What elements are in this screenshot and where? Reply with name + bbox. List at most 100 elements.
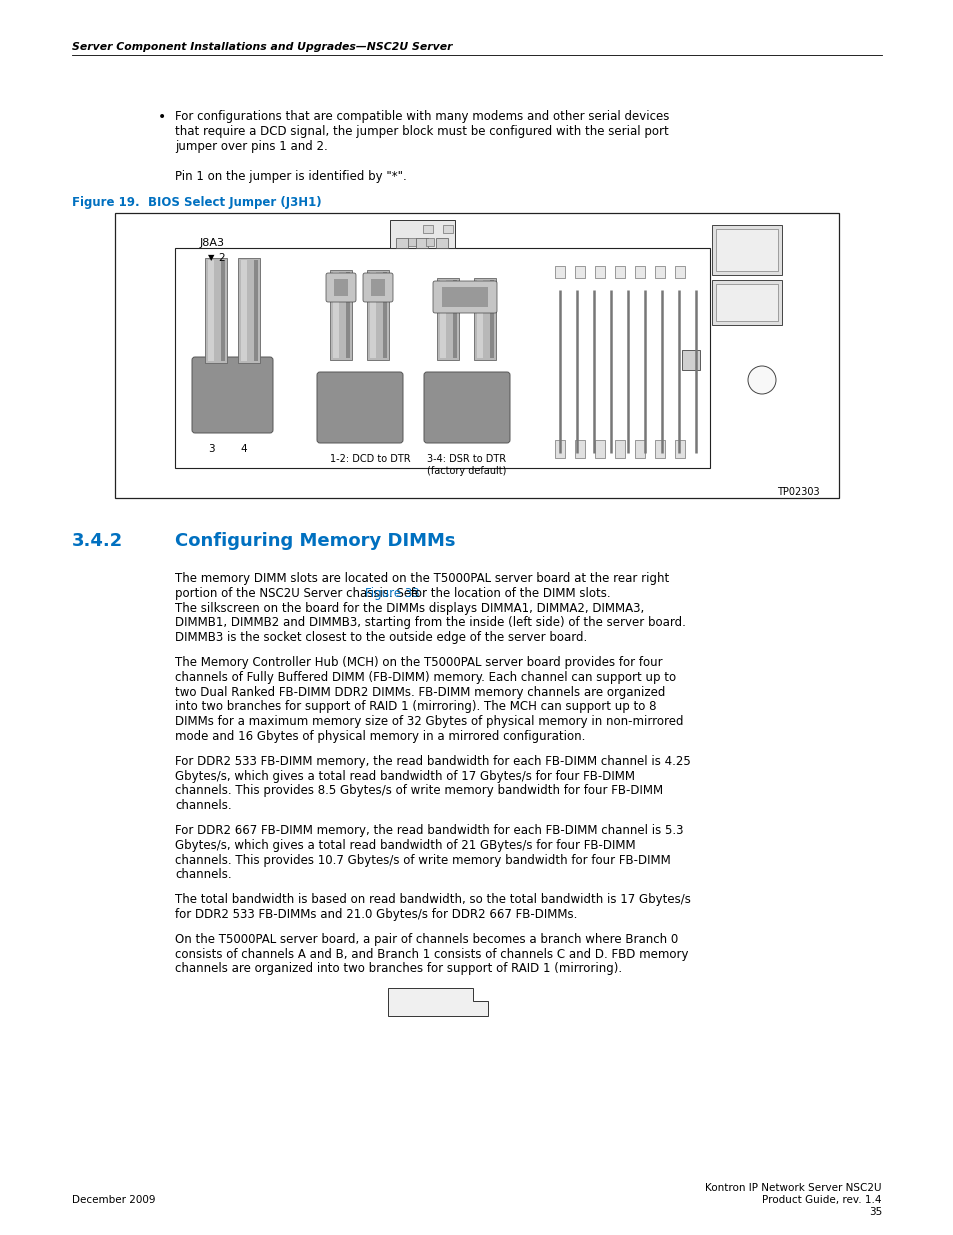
Bar — [253, 261, 257, 361]
Text: The memory DIMM slots are located on the T5000PAL server board at the rear right: The memory DIMM slots are located on the… — [174, 572, 669, 585]
Text: On the T5000PAL server board, a pair of channels becomes a branch where Branch 0: On the T5000PAL server board, a pair of … — [174, 932, 678, 946]
Text: into two branches for support of RAID 1 (mirroring). The MCH can support up to 8: into two branches for support of RAID 1 … — [174, 700, 656, 714]
Bar — [442, 225, 453, 233]
Text: The Memory Controller Hub (MCH) on the T5000PAL server board provides for four: The Memory Controller Hub (MCH) on the T… — [174, 656, 662, 669]
Bar — [174, 248, 709, 468]
Bar — [205, 258, 227, 363]
Bar — [208, 261, 213, 361]
Text: for the location of the DIMM slots.: for the location of the DIMM slots. — [406, 587, 610, 600]
Text: mode and 16 Gbytes of physical memory in a mirrored configuration.: mode and 16 Gbytes of physical memory in… — [174, 730, 585, 743]
Text: 1-2: DCD to DTR: 1-2: DCD to DTR — [330, 454, 410, 464]
Bar — [115, 212, 838, 498]
Bar — [333, 272, 338, 358]
Text: for DDR2 533 FB-DIMMs and 21.0 Gbytes/s for DDR2 667 FB-DIMMs.: for DDR2 533 FB-DIMMs and 21.0 Gbytes/s … — [174, 908, 577, 921]
Bar — [453, 280, 456, 358]
Text: J8A3: J8A3 — [200, 238, 225, 248]
FancyBboxPatch shape — [423, 372, 510, 443]
Text: 35: 35 — [868, 1207, 882, 1216]
Text: For configurations that are compatible with many modems and other serial devices: For configurations that are compatible w… — [174, 110, 669, 124]
Text: December 2009: December 2009 — [71, 1195, 155, 1205]
Bar — [681, 350, 700, 370]
Bar — [675, 266, 684, 278]
Bar — [382, 272, 387, 358]
Text: Pin 1 on the jumper is identified by "*".: Pin 1 on the jumper is identified by "*"… — [174, 170, 406, 183]
Text: TP02303: TP02303 — [777, 487, 820, 496]
FancyBboxPatch shape — [433, 282, 497, 312]
Text: 3.4.2: 3.4.2 — [71, 532, 123, 550]
Bar — [390, 220, 455, 248]
Bar — [422, 225, 433, 233]
Bar — [615, 266, 624, 278]
Text: channels.: channels. — [174, 868, 232, 882]
Bar — [416, 238, 428, 248]
Text: Figure 19.: Figure 19. — [71, 196, 139, 209]
Bar — [711, 225, 781, 275]
Text: Figure 33: Figure 33 — [365, 587, 419, 600]
Text: 3-4: DSR to DTR: 3-4: DSR to DTR — [427, 454, 506, 464]
Bar — [408, 238, 416, 246]
Text: For DDR2 533 FB-DIMM memory, the read bandwidth for each FB-DIMM channel is 4.25: For DDR2 533 FB-DIMM memory, the read ba… — [174, 755, 690, 768]
Bar — [476, 280, 482, 358]
Text: DIMMB1, DIMMB2 and DIMMB3, starting from the inside (left side) of the server bo: DIMMB1, DIMMB2 and DIMMB3, starting from… — [174, 616, 685, 630]
Bar — [441, 287, 488, 308]
Bar — [655, 440, 664, 458]
Bar — [367, 270, 389, 359]
Text: Kontron IP Network Server NSC2U: Kontron IP Network Server NSC2U — [705, 1183, 882, 1193]
Text: channels. This provides 10.7 Gbytes/s of write memory bandwidth for four FB-DIMM: channels. This provides 10.7 Gbytes/s of… — [174, 853, 670, 867]
Bar — [595, 440, 604, 458]
Circle shape — [747, 366, 775, 394]
FancyBboxPatch shape — [316, 372, 402, 443]
Bar — [330, 270, 352, 359]
Text: ▼: ▼ — [208, 253, 214, 262]
Bar — [436, 238, 448, 248]
Bar — [346, 272, 350, 358]
Bar — [474, 278, 496, 359]
Bar — [575, 440, 584, 458]
Text: 4: 4 — [240, 445, 247, 454]
Text: 3: 3 — [208, 445, 214, 454]
Bar — [370, 272, 375, 358]
Bar — [395, 238, 408, 248]
Text: two Dual Ranked FB-DIMM DDR2 DIMMs. FB-DIMM memory channels are organized: two Dual Ranked FB-DIMM DDR2 DIMMs. FB-D… — [174, 685, 664, 699]
Bar — [711, 280, 781, 325]
Text: Product Guide, rev. 1.4: Product Guide, rev. 1.4 — [761, 1195, 882, 1205]
Text: portion of the NSC2U Server chassis. See: portion of the NSC2U Server chassis. See — [174, 587, 421, 600]
Bar — [237, 258, 260, 363]
Bar — [241, 261, 247, 361]
Text: channels of Fully Buffered DIMM (FB-DIMM) memory. Each channel can support up to: channels of Fully Buffered DIMM (FB-DIMM… — [174, 671, 676, 684]
Text: jumper over pins 1 and 2.: jumper over pins 1 and 2. — [174, 140, 328, 153]
Text: that require a DCD signal, the jumper block must be configured with the serial p: that require a DCD signal, the jumper bl… — [174, 125, 668, 138]
Text: DIMMB3 is the socket closest to the outside edge of the server board.: DIMMB3 is the socket closest to the outs… — [174, 631, 587, 645]
Bar — [436, 278, 458, 359]
Text: channels.: channels. — [174, 799, 232, 813]
Text: channels are organized into two branches for support of RAID 1 (mirroring).: channels are organized into two branches… — [174, 962, 621, 976]
FancyBboxPatch shape — [192, 357, 273, 433]
Bar — [221, 261, 225, 361]
Bar — [716, 284, 778, 321]
Text: Gbytes/s, which gives a total read bandwidth of 21 GBytes/s for four FB-DIMM: Gbytes/s, which gives a total read bandw… — [174, 839, 635, 852]
Bar — [334, 279, 348, 296]
Bar — [716, 228, 778, 270]
Text: DIMMs for a maximum memory size of 32 Gbytes of physical memory in non-mirrored: DIMMs for a maximum memory size of 32 Gb… — [174, 715, 682, 729]
Text: channels. This provides 8.5 Gbytes/s of write memory bandwidth for four FB-DIMM: channels. This provides 8.5 Gbytes/s of … — [174, 784, 662, 798]
Text: For DDR2 667 FB-DIMM memory, the read bandwidth for each FB-DIMM channel is 5.3: For DDR2 667 FB-DIMM memory, the read ba… — [174, 824, 682, 837]
Bar — [439, 280, 446, 358]
Text: BIOS Select Jumper (J3H1): BIOS Select Jumper (J3H1) — [148, 196, 321, 209]
Bar — [371, 279, 385, 296]
Text: Configuring Memory DIMMs: Configuring Memory DIMMs — [174, 532, 455, 550]
Bar — [555, 266, 564, 278]
Bar — [655, 266, 664, 278]
Bar — [555, 440, 564, 458]
Polygon shape — [388, 988, 488, 1016]
Bar — [426, 238, 434, 246]
Bar — [490, 280, 494, 358]
Text: 2: 2 — [218, 253, 224, 263]
Bar — [635, 266, 644, 278]
FancyBboxPatch shape — [326, 273, 355, 303]
Text: consists of channels A and B, and Branch 1 consists of channels C and D. FBD mem: consists of channels A and B, and Branch… — [174, 947, 688, 961]
Text: •: • — [158, 110, 166, 124]
Text: Gbytes/s, which gives a total read bandwidth of 17 Gbytes/s for four FB-DIMM: Gbytes/s, which gives a total read bandw… — [174, 769, 635, 783]
Text: Server Component Installations and Upgrades—NSC2U Server: Server Component Installations and Upgra… — [71, 42, 452, 52]
Bar — [595, 266, 604, 278]
FancyBboxPatch shape — [363, 273, 393, 303]
